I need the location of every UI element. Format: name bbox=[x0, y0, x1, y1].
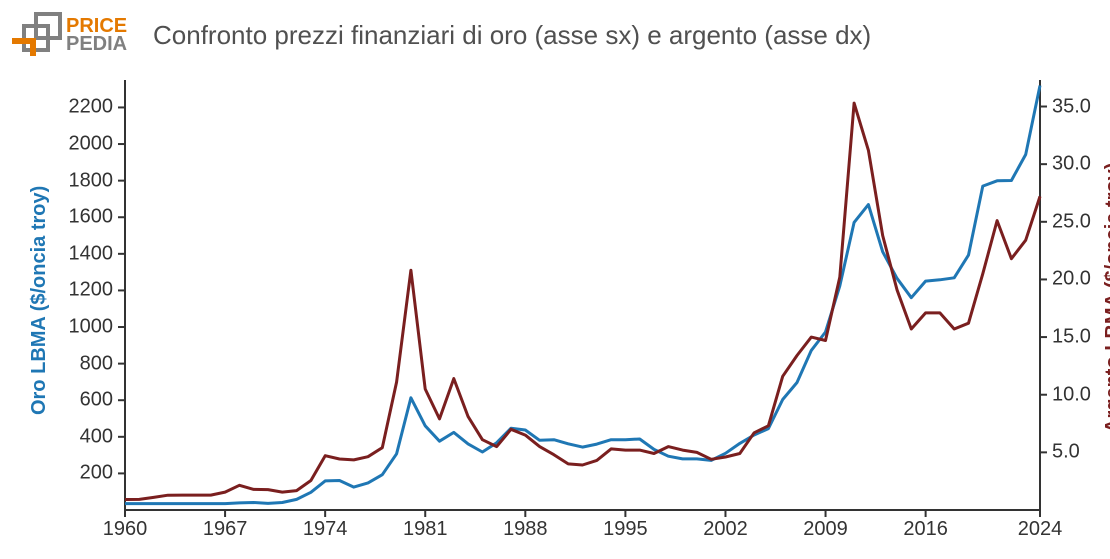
tick-label: 5.0 bbox=[1052, 441, 1080, 464]
chart-title: Confronto prezzi finanziari di oro (asse… bbox=[153, 20, 871, 51]
series-argento bbox=[125, 103, 1040, 499]
tick-label: 2002 bbox=[703, 518, 748, 541]
tick-label: 1974 bbox=[303, 518, 348, 541]
chart-container: { "logo": { "colors": { "orange": "#e479… bbox=[0, 0, 1110, 559]
tick-label: 2024 bbox=[1018, 518, 1063, 541]
tick-label: 1200 bbox=[69, 279, 114, 302]
tick-label: 2000 bbox=[69, 133, 114, 156]
y-axis-right-label: Argento LBMA ($/oncia troy) bbox=[1102, 162, 1110, 432]
series-oro bbox=[125, 86, 1040, 504]
tick-label: 10.0 bbox=[1052, 383, 1091, 406]
tick-label: 2200 bbox=[69, 96, 114, 119]
tick-label: 1400 bbox=[69, 242, 114, 265]
tick-label: 20.0 bbox=[1052, 268, 1091, 291]
tick-label: 35.0 bbox=[1052, 95, 1091, 118]
tick-label: 15.0 bbox=[1052, 326, 1091, 349]
tick-label: 400 bbox=[80, 425, 113, 448]
header: PRICE PEDIA Confronto prezzi finanziari … bbox=[10, 8, 1100, 62]
tick-label: 2009 bbox=[803, 518, 848, 541]
logo-text-bottom: PEDIA bbox=[66, 33, 127, 55]
y-axis-left-label: Oro LBMA ($/oncia troy) bbox=[28, 186, 51, 415]
tick-label: 2016 bbox=[903, 518, 948, 541]
tick-label: 600 bbox=[80, 389, 113, 412]
tick-label: 1600 bbox=[69, 206, 114, 229]
tick-label: 1967 bbox=[203, 518, 248, 541]
tick-label: 30.0 bbox=[1052, 153, 1091, 176]
pricepedia-logo: PRICE PEDIA bbox=[10, 10, 145, 60]
tick-label: 1000 bbox=[69, 316, 114, 339]
tick-label: 1800 bbox=[69, 169, 114, 192]
tick-label: 25.0 bbox=[1052, 210, 1091, 233]
logo-svg: PRICE PEDIA bbox=[10, 10, 145, 60]
chart-svg bbox=[125, 80, 1040, 510]
tick-label: 1981 bbox=[403, 518, 448, 541]
tick-label: 200 bbox=[80, 462, 113, 485]
tick-label: 800 bbox=[80, 352, 113, 375]
tick-label: 1960 bbox=[103, 518, 148, 541]
tick-label: 1995 bbox=[603, 518, 648, 541]
tick-label: 1988 bbox=[503, 518, 548, 541]
